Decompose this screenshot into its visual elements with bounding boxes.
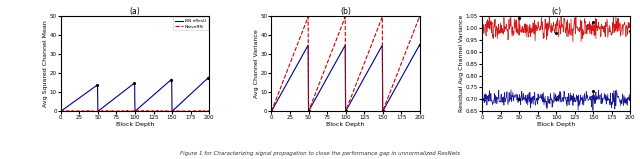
BN nResU bbox=[76, 97, 84, 98]
BN nResU bbox=[166, 80, 173, 82]
Title: (a): (a) bbox=[129, 7, 140, 16]
NaïveRN bbox=[57, 110, 65, 112]
Legend: BN nResU, NaïveRN: BN nResU, NaïveRN bbox=[173, 17, 208, 30]
BN nResU bbox=[131, 110, 139, 112]
NaïveRN bbox=[111, 110, 118, 112]
NaïveRN bbox=[166, 110, 174, 112]
Line: NaïveRN: NaïveRN bbox=[61, 110, 209, 111]
NaïveRN bbox=[76, 110, 84, 112]
BN nResU bbox=[57, 110, 65, 112]
X-axis label: Block Depth: Block Depth bbox=[537, 122, 575, 127]
NaïveRN bbox=[132, 110, 140, 112]
Y-axis label: Avg Squared Channel Mean: Avg Squared Channel Mean bbox=[44, 20, 48, 107]
NaïveRN bbox=[134, 109, 142, 111]
BN nResU bbox=[110, 98, 118, 100]
NaïveRN bbox=[205, 110, 213, 112]
BN nResU bbox=[205, 76, 213, 78]
Y-axis label: Residual Avg Channel Variance: Residual Avg Channel Variance bbox=[460, 15, 464, 112]
Title: (c): (c) bbox=[551, 7, 561, 16]
BN nResU bbox=[138, 104, 146, 106]
Text: Figure 1 for Characterizing signal propagation to close the performance gap in u: Figure 1 for Characterizing signal propa… bbox=[180, 151, 460, 156]
BN nResU bbox=[152, 93, 159, 94]
X-axis label: Block Depth: Block Depth bbox=[116, 122, 154, 127]
Line: BN nResU: BN nResU bbox=[61, 77, 209, 111]
Title: (b): (b) bbox=[340, 7, 351, 16]
X-axis label: Block Depth: Block Depth bbox=[326, 122, 365, 127]
NaïveRN bbox=[139, 110, 147, 112]
Y-axis label: Avg Channel Variance: Avg Channel Variance bbox=[254, 29, 259, 98]
NaïveRN bbox=[93, 110, 101, 112]
NaïveRN bbox=[152, 110, 160, 112]
